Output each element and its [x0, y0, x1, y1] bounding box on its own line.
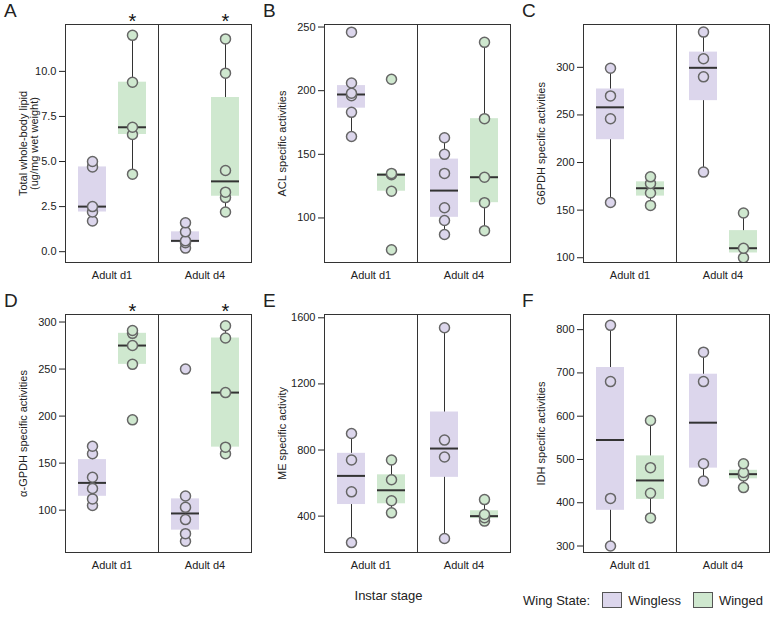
svg-text:Adult d1: Adult d1: [610, 269, 650, 281]
html-text:D: D: [4, 290, 18, 311]
svg-text:7.5: 7.5: [41, 110, 56, 122]
svg-text:Total whole-body lipid(ug/mg w: Total whole-body lipid(ug/mg wet weight): [17, 91, 40, 196]
svg-text:Adult d1: Adult d1: [351, 269, 391, 281]
svg-text:200: 200: [556, 156, 574, 168]
html-text:Winged: Winged: [718, 592, 763, 608]
svg-text:300: 300: [38, 316, 56, 328]
svg-text:Adult d4: Adult d4: [185, 269, 225, 281]
html-text:C: C: [522, 0, 536, 21]
svg-text:200: 200: [297, 84, 315, 96]
svg-text:300: 300: [556, 61, 574, 73]
svg-text:100: 100: [297, 211, 315, 223]
svg-text:150: 150: [556, 204, 574, 216]
svg-text:700: 700: [556, 366, 574, 378]
html-text:Wingless: Wingless: [628, 592, 681, 608]
svg-text:Adult d1: Adult d1: [351, 559, 391, 571]
html-text:A: A: [4, 0, 17, 21]
html-text:Instar stage: Instar stage: [354, 588, 423, 603]
svg-text:*: *: [129, 10, 137, 32]
svg-text:800: 800: [297, 444, 315, 456]
svg-text:*: *: [129, 300, 137, 322]
html-text:B: B: [263, 0, 276, 21]
svg-text:*: *: [222, 300, 230, 322]
svg-text:150: 150: [297, 148, 315, 160]
html-text:F: F: [522, 290, 534, 311]
svg-text:G6PDH specific activities: G6PDH specific activities: [535, 82, 547, 205]
svg-text:Adult d4: Adult d4: [185, 559, 225, 571]
svg-text:1600: 1600: [291, 311, 315, 323]
svg-text:1200: 1200: [291, 377, 315, 389]
svg-text:200: 200: [38, 410, 56, 422]
svg-text:800: 800: [556, 323, 574, 335]
svg-text:100: 100: [556, 251, 574, 263]
html-text:E: E: [263, 290, 276, 311]
svg-text:α-GPDH specific activities: α-GPDH specific activities: [17, 370, 29, 497]
svg-text:10.0: 10.0: [35, 65, 56, 77]
svg-text:ME specific activity: ME specific activity: [276, 387, 288, 480]
html-text:Wing State:: Wing State:: [523, 592, 591, 608]
svg-text:Adult d4: Adult d4: [703, 559, 743, 571]
svg-text:0.0: 0.0: [41, 245, 56, 257]
svg-text:150: 150: [38, 457, 56, 469]
svg-text:Adult d4: Adult d4: [444, 559, 484, 571]
svg-text:2.5: 2.5: [41, 200, 56, 212]
svg-text:400: 400: [297, 510, 315, 522]
svg-text:100: 100: [38, 504, 56, 516]
svg-text:250: 250: [297, 21, 315, 33]
svg-text:250: 250: [38, 363, 56, 375]
svg-text:Adult d1: Adult d1: [610, 559, 650, 571]
svg-text:*: *: [222, 10, 230, 32]
svg-text:500: 500: [556, 453, 574, 465]
svg-text:Adult d4: Adult d4: [703, 269, 743, 281]
svg-text:IDH specific activities: IDH specific activities: [535, 381, 547, 485]
svg-text:600: 600: [556, 410, 574, 422]
svg-text:250: 250: [556, 108, 574, 120]
svg-text:Adult d1: Adult d1: [92, 559, 132, 571]
svg-text:Adult d4: Adult d4: [444, 269, 484, 281]
svg-text:5.0: 5.0: [41, 155, 56, 167]
svg-text:300: 300: [556, 540, 574, 552]
svg-text:ACL specific activities: ACL specific activities: [276, 90, 288, 196]
svg-text:400: 400: [556, 496, 574, 508]
svg-text:Adult d1: Adult d1: [92, 269, 132, 281]
